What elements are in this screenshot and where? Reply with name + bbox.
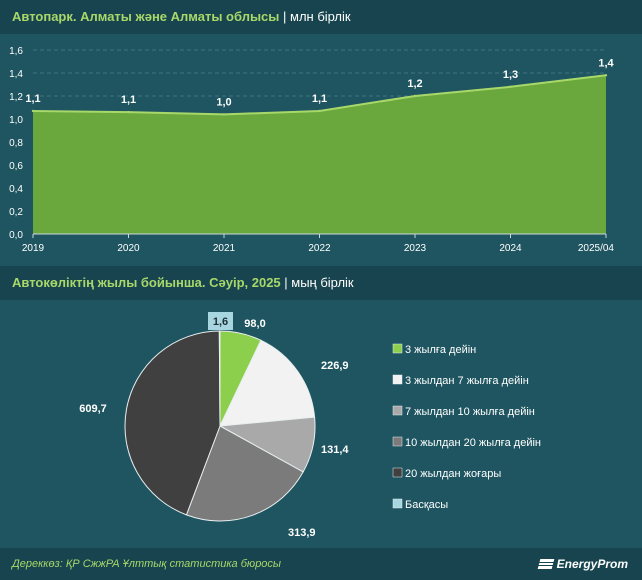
data-label: 1,4 [598, 57, 614, 69]
y-tick-label: 0,4 [9, 184, 23, 195]
slice-label-box [208, 312, 233, 330]
data-label: 1,1 [25, 93, 40, 105]
legend-label: 3 жылға дейін [405, 344, 476, 356]
data-point [509, 85, 512, 88]
area-chart-title-main: Автопарк. Алматы және Алматы облысы [12, 9, 280, 24]
y-tick-label: 0,6 [9, 161, 23, 172]
y-tick-label: 1,4 [9, 69, 23, 80]
area-chart-title-separator: | [279, 9, 290, 24]
x-tick-label: 2025/04 [578, 243, 615, 254]
pie-slice [185, 425, 304, 522]
y-tick-label: 0,0 [9, 230, 23, 241]
x-tick-label: 2021 [213, 243, 236, 254]
pie-slice [218, 330, 221, 427]
slice-label: 313,9 [288, 527, 316, 539]
y-tick-label: 0,8 [9, 138, 23, 149]
pie-slice [219, 339, 316, 427]
data-point [31, 109, 35, 113]
pie-chart-title-unit: мың бірлік [291, 275, 354, 290]
data-point [127, 110, 130, 114]
y-tick-label: 0,2 [9, 207, 23, 218]
legend-label: Басқасы [405, 499, 448, 511]
y-tick-label: 1,6 [9, 46, 23, 57]
pie-chart-title-main: Автокөліктің жылы бойынша. Сәуір, 2025 [12, 275, 281, 290]
area-chart: 0,00,20,40,60,81,01,21,41,61,1 1,1 1,0 1,11… [9, 46, 615, 254]
data-label: 1,0 [216, 96, 231, 108]
brand-name: EnergyProm [556, 557, 628, 571]
footer: Дереккөз: ҚР СжжРА Ұлттық статистика бюр… [0, 548, 642, 580]
legend-label: 10 жылдан 20 жылға дейін [405, 437, 541, 449]
area-chart-title-unit: млн бірлік [290, 9, 351, 24]
legend-swatch [392, 498, 403, 509]
area-fill [33, 75, 606, 234]
area-chart-header: Автопарк. Алматы және Алматы облысы | мл… [0, 0, 642, 34]
source-note: Дереккөз: ҚР СжжРА Ұлттық статистика бюр… [12, 558, 282, 570]
legend-label: 7 жылдан 10 жылға дейін [405, 406, 535, 418]
energyprom-logo-icon [537, 559, 554, 569]
x-tick-label: 2022 [308, 243, 331, 254]
data-label: 1,2 [407, 78, 422, 90]
area-chart-title: Автопарк. Алматы және Алматы облысы | мл… [12, 9, 351, 24]
data-point [413, 94, 417, 98]
pie-chart-title: Автокөліктің жылы бойынша. Сәуір, 2025 |… [12, 275, 354, 290]
legend-swatch [392, 436, 403, 447]
data-point [604, 74, 608, 77]
x-tick-label: 2023 [404, 243, 427, 254]
data-point [318, 109, 321, 113]
y-tick-label: 1,2 [9, 92, 23, 103]
x-tick-label: 2020 [117, 243, 140, 254]
legend-swatch [392, 343, 403, 354]
data-point [222, 113, 226, 116]
slice-label: 131,4 [321, 444, 349, 456]
data-label: 1,1 [312, 93, 327, 105]
x-tick-label: 2024 [499, 243, 522, 254]
slice-label: 609,7 [79, 403, 107, 415]
legend-swatch [392, 405, 403, 416]
brand-logo: EnergyProm [537, 557, 628, 571]
slice-label: 98,0 [244, 318, 265, 330]
x-tick-label: 2019 [22, 243, 45, 254]
legend-swatch [392, 467, 403, 478]
slice-label: 1,6 [213, 316, 228, 328]
data-label: 1,1 [121, 94, 136, 106]
y-tick-label: 1,0 [9, 115, 23, 126]
data-label: 1,3 [503, 69, 518, 81]
legend-label: 3 жылдан 7 жылға дейін [405, 375, 529, 387]
pie-chart: 98,0 226,9 131,4 313,9 609,7 1,6 3 жылға дейін… [79, 312, 541, 539]
legend-swatch [392, 374, 403, 385]
slice-label: 226,9 [321, 360, 349, 372]
legend-label: 20 жылдан жоғары [405, 468, 501, 480]
pie-chart-title-separator: | [280, 275, 292, 290]
pie-chart-header: Автокөліктің жылы бойынша. Сәуір, 2025 |… [0, 266, 642, 300]
pie-slice [124, 330, 221, 516]
